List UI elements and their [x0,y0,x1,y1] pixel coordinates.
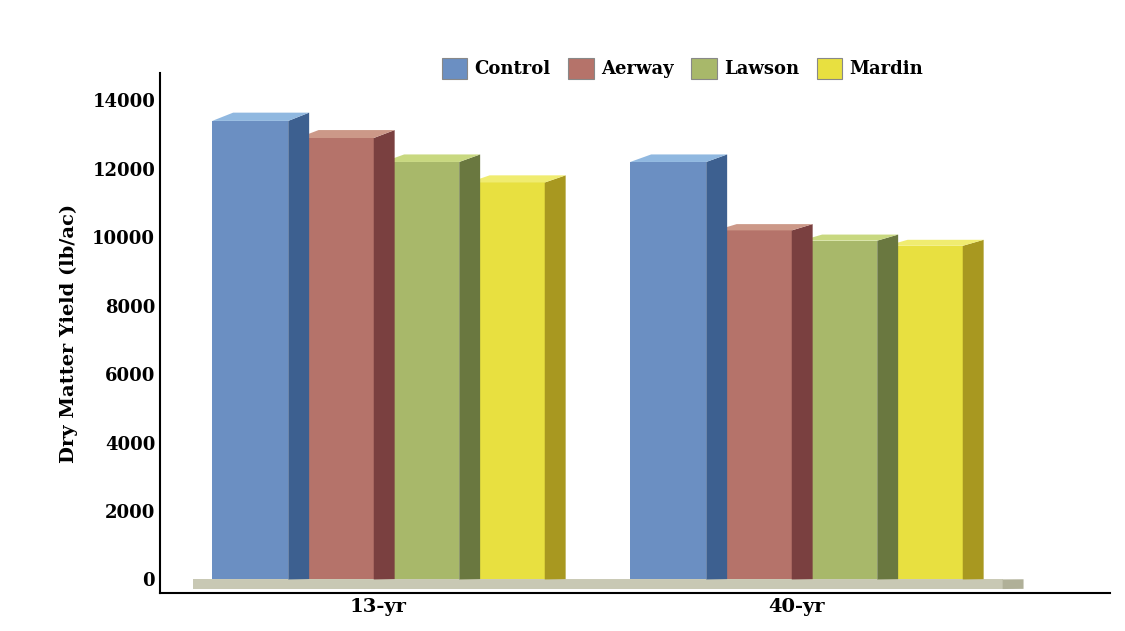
Polygon shape [374,130,395,579]
Polygon shape [801,235,898,240]
Polygon shape [801,240,878,579]
Polygon shape [213,113,309,121]
Polygon shape [1002,579,1024,589]
Polygon shape [213,121,288,579]
Legend: Control, Aerway, Lawson, Mardin: Control, Aerway, Lawson, Mardin [434,51,930,86]
Polygon shape [469,182,544,579]
Polygon shape [706,155,727,579]
Polygon shape [886,240,983,246]
Polygon shape [298,130,395,138]
Polygon shape [630,162,706,579]
Polygon shape [544,175,566,579]
Polygon shape [878,235,898,579]
Polygon shape [792,224,812,579]
Polygon shape [459,155,480,579]
Y-axis label: Dry Matter Yield (lb/ac): Dry Matter Yield (lb/ac) [60,204,79,463]
Polygon shape [288,113,309,579]
Polygon shape [384,162,459,579]
Polygon shape [193,579,1002,589]
Polygon shape [716,224,812,230]
Polygon shape [630,155,727,162]
Polygon shape [716,230,792,579]
Polygon shape [469,175,566,182]
Polygon shape [384,155,480,162]
Polygon shape [886,246,963,579]
Polygon shape [963,240,983,579]
Polygon shape [298,138,374,579]
